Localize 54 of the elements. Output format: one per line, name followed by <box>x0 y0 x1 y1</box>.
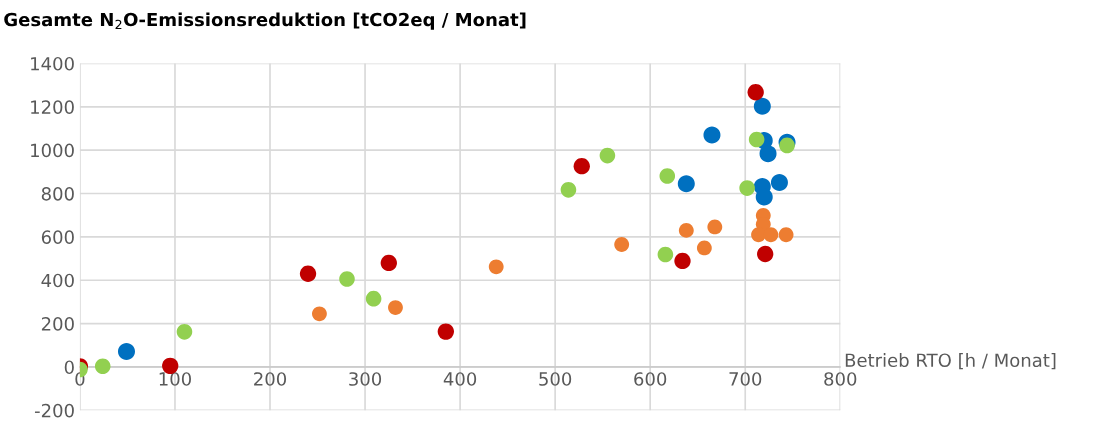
x-tick-label: 800 <box>824 372 857 386</box>
point <box>599 147 616 164</box>
point <box>778 227 794 243</box>
x-tick-label: 200 <box>254 372 287 386</box>
x-axis-title: Betrieb RTO [h / Monat] <box>845 353 1056 370</box>
y-tick-label: 1000 <box>31 143 74 158</box>
point <box>573 158 590 175</box>
point <box>703 126 721 144</box>
point <box>674 252 691 270</box>
point <box>753 97 771 115</box>
point <box>299 265 317 282</box>
point <box>696 240 712 256</box>
point <box>748 131 765 148</box>
point <box>560 182 577 198</box>
point <box>117 343 135 361</box>
point <box>677 175 695 193</box>
point <box>657 246 674 263</box>
point <box>678 222 694 238</box>
point <box>757 245 774 263</box>
x-tick-label: 700 <box>729 372 762 386</box>
y-tick-label: 600 <box>41 230 74 244</box>
x-tick-label: 300 <box>349 372 382 386</box>
x-tick-label: 400 <box>443 372 477 386</box>
x-tick-label: 500 <box>539 372 572 386</box>
x-tick-label: 100 <box>159 372 191 386</box>
point <box>747 84 764 101</box>
point <box>659 168 676 184</box>
x-tick-label: 600 <box>634 372 667 386</box>
point <box>759 145 777 163</box>
point <box>751 227 766 243</box>
point <box>488 259 504 275</box>
point <box>755 188 773 206</box>
point <box>739 180 755 196</box>
y-tick-label: -200 <box>34 403 74 418</box>
point <box>614 237 630 252</box>
point <box>312 306 327 322</box>
y-tick-label: 1200 <box>31 100 74 114</box>
point <box>707 219 723 235</box>
point <box>770 173 788 191</box>
y-tick-label: 200 <box>41 317 74 331</box>
y-tick-label: 800 <box>41 186 74 201</box>
point <box>437 323 454 340</box>
chart-title: Gesamte N$_{2}$O-Emissionsreduktion [tCO2eq / Monat] <box>4 12 526 30</box>
point <box>380 254 397 272</box>
point <box>176 324 193 340</box>
point <box>779 137 795 154</box>
y-tick-label: 1400 <box>31 56 74 71</box>
point <box>388 300 403 315</box>
y-tick-label: 400 <box>41 273 74 288</box>
point <box>94 358 111 375</box>
point <box>339 271 355 287</box>
y-tick-label: 0 <box>64 360 74 375</box>
point <box>763 227 779 243</box>
point <box>365 290 382 307</box>
